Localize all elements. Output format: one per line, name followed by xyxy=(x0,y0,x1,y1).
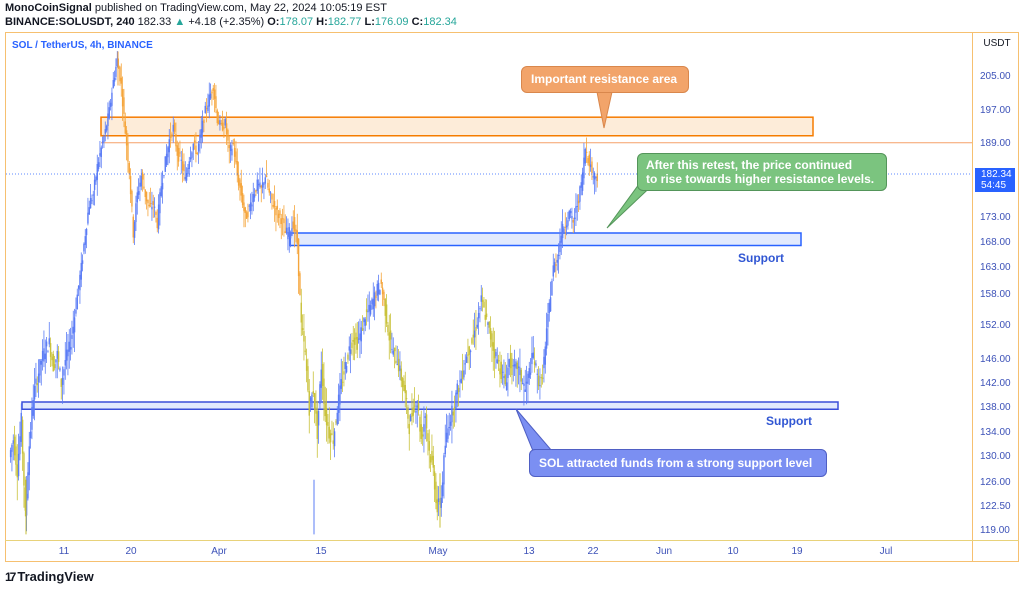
support-callout-pointer xyxy=(515,408,554,452)
price-change: +4.18 (+2.35%) xyxy=(188,16,265,28)
author-name[interactable]: MonoCoinSignal xyxy=(5,2,92,14)
high-label: H: xyxy=(316,16,328,28)
support-label-upper[interactable]: Support xyxy=(738,251,784,265)
high-value: 182.77 xyxy=(327,16,362,28)
price-tick: 168.00 xyxy=(980,237,1011,248)
price-tick: 130.00 xyxy=(980,451,1011,462)
published-text: published on TradingView.com, May 22, 20… xyxy=(94,2,387,14)
price-tick: 119.00 xyxy=(980,525,1010,536)
low-value: 176.09 xyxy=(374,16,409,28)
retest-callout-line2: to rise towards higher resistance levels… xyxy=(646,172,875,186)
time-tick: May xyxy=(428,546,448,557)
price-tick: 126.00 xyxy=(980,477,1011,488)
time-tick: Apr xyxy=(211,546,227,557)
price-tick: 197.00 xyxy=(980,105,1011,116)
support-lower-zone xyxy=(21,401,839,410)
time-tick: Jul xyxy=(879,546,893,557)
price-tick: 205.00 xyxy=(980,71,1011,82)
support-label-lower[interactable]: Support xyxy=(766,414,812,428)
time-tick: 22 xyxy=(587,546,599,557)
close-label: C: xyxy=(411,16,424,28)
price-tick: 142.00 xyxy=(980,378,1011,389)
support-upper-zone xyxy=(289,232,802,247)
tradingview-logo-icon: 17 xyxy=(5,569,16,584)
candles-layer xyxy=(9,50,598,535)
chart-legend[interactable]: SOL / TetherUS, 4h, BINANCE xyxy=(12,40,153,51)
time-tick: 19 xyxy=(791,546,803,557)
zones-layer xyxy=(21,116,972,410)
open-label: O: xyxy=(267,16,280,28)
low-label: L: xyxy=(364,16,375,28)
price-tick: 152.00 xyxy=(980,320,1011,331)
time-tick: 20 xyxy=(125,546,137,557)
price-axis-separator xyxy=(972,32,973,562)
retest-callout[interactable]: After this retest, the price continued t… xyxy=(637,153,887,191)
symbol-name: BINANCE:SOLUSDT, 240 xyxy=(5,16,135,28)
tradingview-logo-text: TradingView xyxy=(17,569,94,584)
symbol-info: BINANCE:SOLUSDT, 240 182.33 ▲ +4.18 (+2.… xyxy=(5,16,457,28)
price-tick: 173.00 xyxy=(980,212,1011,223)
close-value: 182.34 xyxy=(423,16,457,28)
publish-info: MonoCoinSignal published on TradingView.… xyxy=(5,2,387,14)
last-price: 182.33 xyxy=(137,16,172,28)
price-tick: 146.00 xyxy=(980,354,1011,365)
time-tick: 11 xyxy=(58,546,70,557)
price-tick: 138.00 xyxy=(980,402,1011,413)
time-tick: 15 xyxy=(315,546,327,557)
support-callout[interactable]: SOL attracted funds from a strong suppor… xyxy=(529,449,827,477)
price-tick: 189.00 xyxy=(980,138,1011,149)
currency-label[interactable]: USDT xyxy=(983,38,1011,49)
tradingview-logo[interactable]: 17 TradingView xyxy=(5,569,94,584)
price-tick: 122.50 xyxy=(980,501,1011,512)
change-up-icon: ▲ xyxy=(174,16,186,28)
resistance-callout[interactable]: Important resistance area xyxy=(521,66,689,93)
resistance-zone xyxy=(100,116,814,137)
open-value: 178.07 xyxy=(279,16,314,28)
time-axis-separator xyxy=(5,540,1019,541)
time-tick: 10 xyxy=(727,546,739,557)
bar-countdown: 54:45 xyxy=(981,180,1007,191)
price-tick: 163.00 xyxy=(980,262,1011,273)
time-tick: 13 xyxy=(523,546,535,557)
chart-frame[interactable] xyxy=(5,32,1019,562)
price-tick: 134.00 xyxy=(980,427,1011,438)
retest-callout-line1: After this retest, the price continued xyxy=(646,158,853,172)
time-tick: Jun xyxy=(655,546,673,557)
current-price-value: 182.34 xyxy=(981,169,1012,180)
price-tick: 158.00 xyxy=(980,289,1011,300)
current-price-badge: 182.34 54:45 xyxy=(975,168,1015,192)
